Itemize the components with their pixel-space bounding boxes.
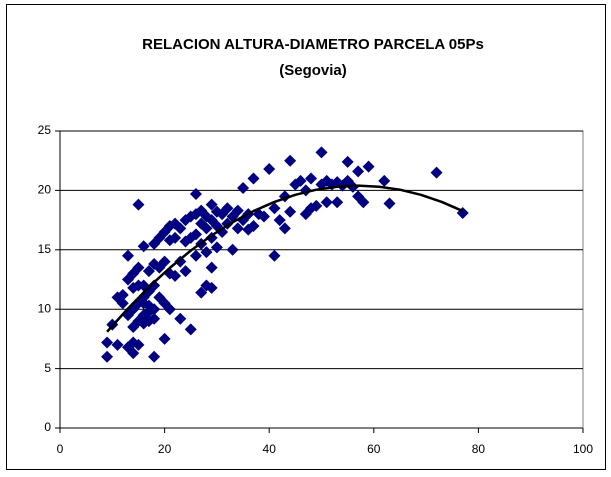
point bbox=[273, 214, 286, 227]
y-tick-label: 15 bbox=[38, 242, 52, 256]
point bbox=[174, 312, 187, 325]
point bbox=[284, 154, 297, 167]
point bbox=[132, 198, 145, 211]
point bbox=[205, 261, 218, 274]
point bbox=[148, 303, 161, 316]
point bbox=[278, 222, 291, 235]
x-tick-label: 100 bbox=[573, 442, 593, 456]
point bbox=[231, 222, 244, 235]
point bbox=[341, 155, 354, 168]
point bbox=[179, 265, 192, 278]
point bbox=[163, 303, 176, 316]
point bbox=[210, 241, 223, 254]
point bbox=[294, 174, 307, 187]
point bbox=[142, 265, 155, 278]
trendline bbox=[106, 184, 464, 333]
point bbox=[148, 279, 161, 292]
point bbox=[111, 338, 124, 351]
point bbox=[195, 286, 208, 299]
point bbox=[200, 222, 213, 235]
point bbox=[189, 228, 202, 241]
point bbox=[268, 249, 281, 262]
point bbox=[132, 261, 145, 274]
point bbox=[231, 204, 244, 217]
point bbox=[169, 231, 182, 244]
point bbox=[200, 246, 213, 259]
point bbox=[237, 182, 250, 195]
point bbox=[189, 187, 202, 200]
point bbox=[357, 196, 370, 209]
y-tick-label: 10 bbox=[38, 301, 52, 315]
point bbox=[320, 196, 333, 209]
point bbox=[226, 243, 239, 256]
point bbox=[174, 222, 187, 235]
point bbox=[127, 347, 140, 360]
point bbox=[158, 255, 171, 268]
point bbox=[116, 297, 129, 310]
point bbox=[116, 288, 129, 301]
point bbox=[430, 166, 443, 179]
point bbox=[121, 249, 134, 262]
point bbox=[205, 281, 218, 294]
point bbox=[169, 269, 182, 282]
y-tick-label: 25 bbox=[38, 123, 52, 137]
point bbox=[148, 350, 161, 363]
x-tick-label: 60 bbox=[367, 442, 381, 456]
point bbox=[310, 199, 323, 212]
point bbox=[383, 197, 396, 210]
point bbox=[121, 273, 134, 286]
point bbox=[189, 249, 202, 262]
point bbox=[121, 341, 134, 354]
point bbox=[315, 146, 328, 159]
point bbox=[263, 163, 276, 176]
y-tick-label: 0 bbox=[44, 420, 51, 434]
point bbox=[174, 255, 187, 268]
point bbox=[101, 336, 114, 349]
point bbox=[268, 202, 281, 215]
x-tick-label: 80 bbox=[472, 442, 486, 456]
point bbox=[216, 225, 229, 238]
point bbox=[257, 210, 270, 223]
x-tick-label: 40 bbox=[263, 442, 277, 456]
point bbox=[378, 174, 391, 187]
point bbox=[137, 240, 150, 253]
point bbox=[158, 332, 171, 345]
point bbox=[132, 338, 145, 351]
point bbox=[221, 202, 234, 215]
point bbox=[305, 172, 318, 185]
x-tick-label: 20 bbox=[158, 442, 172, 456]
y-tick-label: 5 bbox=[44, 361, 51, 375]
chart-subtitle: (Segovia) bbox=[279, 62, 347, 79]
x-tick-label: 0 bbox=[57, 442, 64, 456]
chart-title: RELACION ALTURA-DIAMETRO PARCELA 05Ps bbox=[142, 36, 484, 53]
y-tick-label: 20 bbox=[38, 183, 52, 197]
point bbox=[205, 198, 218, 211]
point bbox=[148, 312, 161, 325]
point bbox=[331, 196, 344, 209]
point bbox=[362, 160, 375, 173]
point bbox=[184, 323, 197, 336]
point bbox=[101, 350, 114, 363]
point bbox=[247, 220, 260, 233]
point bbox=[247, 172, 260, 185]
point bbox=[352, 165, 365, 178]
point bbox=[284, 205, 297, 218]
